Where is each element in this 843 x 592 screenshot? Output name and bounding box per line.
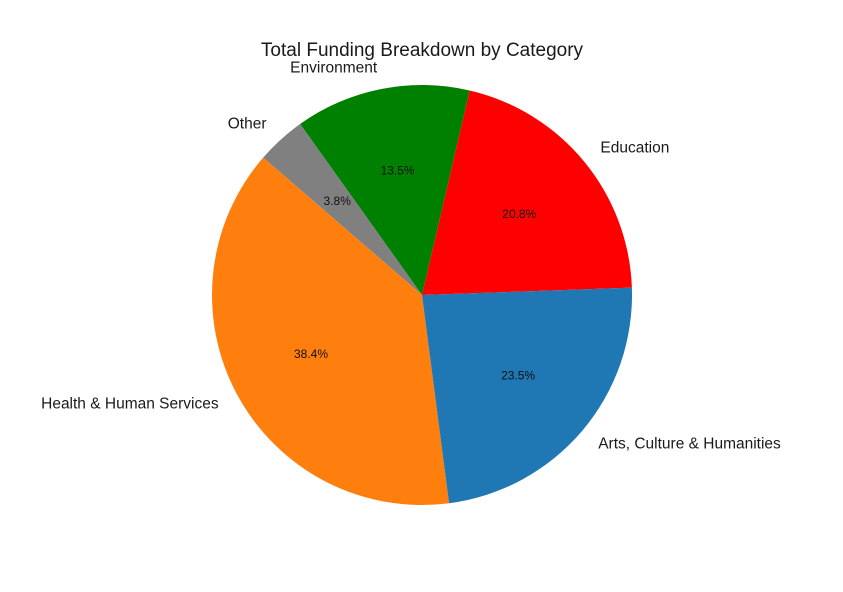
category-label-arts-culture-humanities: Arts, Culture & Humanities <box>598 435 781 452</box>
pie-slices <box>212 84 632 505</box>
pct-label-arts-culture-humanities: 23.5% <box>501 369 535 383</box>
pct-label-other: 3.8% <box>324 194 352 208</box>
category-label-other: Other <box>228 115 267 132</box>
pct-label-environment: 13.5% <box>381 164 415 178</box>
pie-slice-arts-culture-humanities <box>422 287 632 504</box>
category-label-education: Education <box>600 139 669 156</box>
pie-slice-education <box>422 90 632 295</box>
pct-label-education: 20.8% <box>502 207 536 221</box>
pie-slice-other <box>263 123 422 296</box>
pie-slice-health-human-services <box>212 157 450 505</box>
pct-label-health-human-services: 38.4% <box>294 347 328 361</box>
category-label-environment: Environment <box>290 59 378 76</box>
pie-slice-environment <box>300 84 470 295</box>
category-label-health-human-services: Health & Human Services <box>41 395 219 412</box>
pie-labels: 20.8% Education 13.5% Environment 3.8% Other 3… <box>41 59 781 452</box>
chart-title: Total Funding Breakdown by Category <box>261 40 584 61</box>
